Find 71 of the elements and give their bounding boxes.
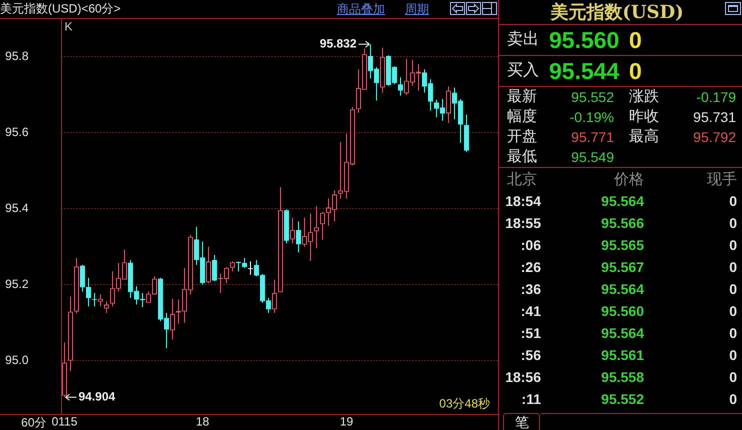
text: -0.19% (570, 108, 614, 127)
text: 18:56 (505, 368, 541, 387)
text: 昨收 (629, 107, 659, 127)
text: 0 (729, 214, 737, 233)
text: 价格 (614, 170, 644, 190)
y-tick-label: 95.4 (5, 200, 29, 215)
text: 95.544 (549, 58, 620, 84)
text: 0 (729, 236, 737, 255)
text: 95.549 (571, 148, 614, 167)
text: 0 (629, 58, 642, 84)
annotation: 03分48秒 (439, 396, 490, 410)
text: 95.552 (601, 390, 644, 409)
text: 95.567 (601, 258, 644, 277)
annotation: 94.904 (78, 390, 116, 404)
text: 95.731 (693, 108, 736, 127)
text: 开盘 (507, 127, 537, 147)
text: 周期 (405, 2, 429, 16)
text: :06 (520, 236, 541, 255)
y-tick-label: 95.8 (5, 48, 29, 63)
annotation: 95.832 (320, 36, 357, 51)
text: 0 (729, 346, 737, 365)
text: 95.564 (601, 324, 644, 343)
text: 95.552 (571, 88, 614, 107)
text: 0 (729, 368, 737, 387)
text: 0 (729, 192, 737, 211)
text: 0 (629, 27, 642, 53)
text: 95.566 (601, 214, 644, 233)
text: 0 (729, 302, 737, 321)
text: 涨跌 (629, 87, 659, 107)
y-tick-label: 95.2 (5, 276, 29, 291)
y-tick-label: 95.6 (5, 124, 29, 139)
text: 95.560 (549, 27, 620, 53)
text: 卖出 (507, 30, 539, 50)
text: 美元指数(USD) (550, 2, 684, 23)
text: 最低 (507, 147, 537, 167)
text: 幅度 (507, 107, 537, 127)
x-tick-label: 0115 (52, 414, 78, 429)
text: :36 (520, 280, 541, 299)
text: 0 (729, 324, 737, 343)
text: 现手 (707, 170, 737, 190)
text: 95.564 (601, 192, 644, 211)
text: :26 (520, 258, 541, 277)
text: 95.561 (601, 346, 644, 365)
text: 95.558 (601, 368, 644, 387)
text: 0 (729, 258, 737, 277)
x-tick-label: 19 (340, 414, 354, 429)
text: 最高 (629, 127, 659, 147)
text: -0.179 (696, 88, 736, 107)
text: 笔 (515, 413, 529, 430)
text: 60分 (21, 415, 46, 430)
text: :56 (520, 346, 541, 365)
text: 95.771 (571, 128, 614, 147)
text: 18:55 (505, 214, 541, 233)
annotation: K (64, 20, 73, 34)
text: 95.792 (693, 128, 736, 147)
text: 18:54 (505, 192, 541, 211)
text: 最新 (507, 87, 537, 107)
text: 0 (729, 280, 737, 299)
text: 商品叠加 (337, 2, 385, 16)
chart-title: 美元指数(USD)<60分> (0, 2, 121, 16)
text: :11 (522, 390, 541, 409)
text: 北京 (507, 170, 537, 190)
text: :41 (520, 302, 541, 321)
text: 95.565 (601, 236, 644, 255)
text: 95.560 (601, 302, 644, 321)
text: 0 (729, 390, 737, 409)
text: 买入 (507, 61, 539, 81)
text: :51 (520, 324, 541, 343)
text: 95.564 (601, 280, 644, 299)
x-tick-label: 18 (196, 414, 210, 429)
y-tick-label: 95.0 (5, 353, 29, 368)
